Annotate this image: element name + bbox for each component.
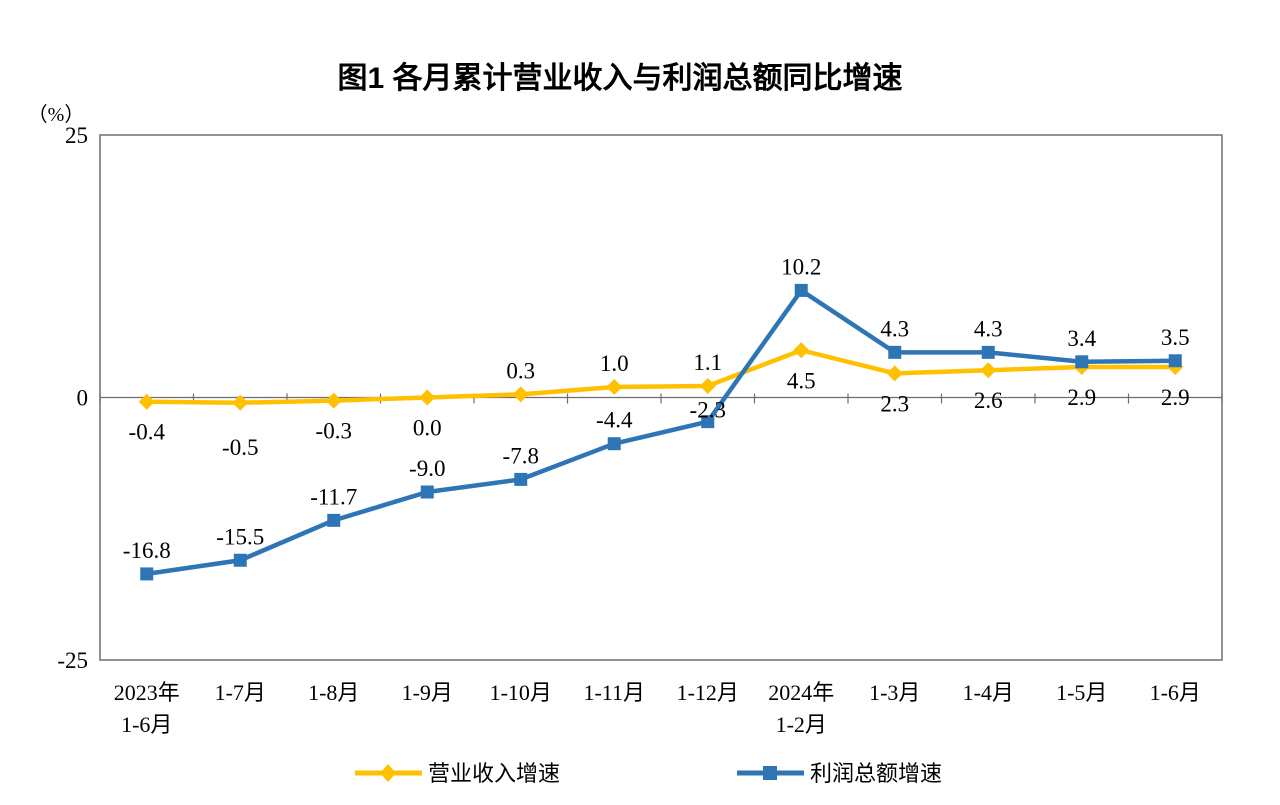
series-line-square — [146, 288, 1176, 577]
data-point-marker — [980, 362, 997, 379]
data-point-marker — [981, 345, 995, 359]
chart-title: 图1 各月累计营业收入与利润总额同比增速 — [337, 61, 902, 95]
data-point-marker — [1075, 355, 1089, 369]
data-point-marker — [327, 513, 341, 527]
data-point-marker — [606, 379, 623, 395]
x-axis-label: 1-3月 — [869, 680, 920, 705]
x-axis-label: 1-10月 — [490, 680, 552, 705]
data-point-marker — [512, 386, 529, 403]
x-axis-label: 1-8月 — [308, 680, 359, 705]
legend: 营业收入增速 利润总额增速 — [355, 761, 942, 786]
data-point-label: 2.6 — [974, 388, 1003, 413]
legend-label: 利润总额增速 — [810, 761, 942, 786]
x-axis-label: 1-2月 — [776, 712, 827, 737]
y-axis-label: 0 — [77, 386, 89, 411]
data-point-label: 4.5 — [787, 368, 816, 393]
y-axis-label: 25 — [65, 123, 88, 148]
x-axis-label: 1-9月 — [402, 680, 453, 705]
data-point-label: -2.3 — [690, 398, 726, 423]
data-point-marker — [325, 392, 342, 409]
data-point-marker — [138, 393, 155, 410]
data-point-label: 2.9 — [1161, 385, 1190, 410]
data-point-marker — [794, 283, 808, 297]
data-point-label: -0.5 — [222, 435, 258, 460]
data-point-label: -9.0 — [409, 456, 445, 481]
x-axis-label: 1-7月 — [215, 680, 266, 705]
data-point-marker — [514, 472, 528, 486]
legend-swatch-marker — [380, 764, 396, 782]
data-point-label: 2.9 — [1067, 385, 1096, 410]
data-point-label: -4.4 — [596, 408, 633, 433]
data-point-marker — [699, 377, 716, 394]
x-axis-label: 1-12月 — [677, 680, 739, 705]
data-point-marker — [607, 437, 621, 451]
data-point-label: 2.3 — [880, 391, 909, 416]
data-point-marker — [888, 345, 902, 359]
data-point-label: 0.0 — [413, 416, 442, 441]
data-point-label: -15.5 — [216, 524, 264, 549]
data-point-label: 1.0 — [600, 351, 629, 376]
data-point-marker — [1168, 354, 1182, 368]
data-point-label: -16.8 — [123, 538, 171, 563]
data-point-label: 4.3 — [880, 316, 909, 341]
x-axis-label: 1-6月 — [121, 712, 172, 737]
data-point-marker — [420, 485, 434, 499]
x-axis-label: 2023年 — [114, 680, 180, 705]
data-point-label: 10.2 — [781, 254, 821, 279]
data-point-label: 0.3 — [506, 358, 535, 383]
plot-area: 25 0 -25 2023年 1-6月 1-7月 1-8月 1-9月 1-10月 1-11月 1-1… — [57, 123, 1223, 737]
data-point-marker — [793, 342, 810, 359]
legend-label: 营业收入增速 — [428, 761, 560, 786]
data-point-label: -0.4 — [129, 420, 166, 445]
y-axis-unit-label: （%） — [28, 103, 85, 126]
legend-swatch-marker — [763, 766, 777, 780]
x-axis-label: 1-5月 — [1056, 680, 1107, 705]
x-axis-label: 1-4月 — [963, 680, 1014, 705]
data-point-label: 1.1 — [693, 350, 722, 375]
data-point-marker — [140, 567, 154, 581]
data-point-label: 4.3 — [974, 316, 1003, 341]
data-point-label: 3.5 — [1161, 325, 1190, 350]
data-point-marker — [232, 394, 249, 411]
series-line-diamond — [146, 348, 1176, 405]
data-point-label: -11.7 — [310, 484, 357, 509]
data-point-marker — [701, 415, 715, 429]
x-axis-label: 2024年 — [768, 680, 834, 705]
data-point-marker — [233, 553, 247, 567]
data-point-marker — [886, 365, 903, 382]
x-axis-label: 1-6月 — [1150, 680, 1201, 705]
data-point-marker — [419, 389, 436, 406]
data-point-label: -0.3 — [316, 419, 352, 444]
data-point-label: 3.4 — [1067, 326, 1096, 351]
x-axis-label: 1-11月 — [583, 680, 645, 705]
y-axis-label: -25 — [57, 648, 88, 673]
data-point-label: -7.8 — [503, 443, 539, 468]
